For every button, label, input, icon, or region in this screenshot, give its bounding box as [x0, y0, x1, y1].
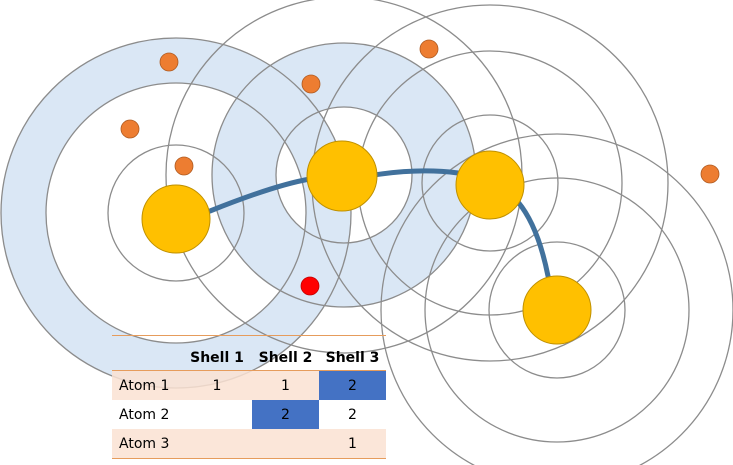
shell-3-atom4: [380, 133, 733, 465]
table-cell-highlighted: 2: [319, 370, 386, 400]
table-cell: 2: [348, 406, 357, 423]
table-row-atom-1: Atom 1 1 1 2: [112, 370, 386, 400]
electron: [174, 156, 194, 176]
shell-1-atom1: [107, 144, 245, 282]
shell-1-atom2: [275, 106, 413, 244]
electron: [700, 164, 720, 184]
table-row-atom-3: Atom 3 1: [112, 429, 386, 459]
nucleus-atom1: [141, 184, 211, 254]
row-label: Atom 2: [119, 406, 170, 423]
bond-atom1-atom2: [207, 176, 313, 214]
column-header-shell-3: Shell 3: [319, 335, 386, 371]
table-cell: 1: [182, 370, 252, 400]
table-cell: 1: [319, 429, 386, 459]
row-label: Atom 3: [112, 429, 182, 459]
table-corner-cell: [112, 335, 182, 371]
table-header-row: Shell 1 Shell 2 Shell 3: [112, 335, 386, 371]
nucleus-atom3: [455, 150, 525, 220]
electron: [159, 52, 179, 72]
table-cell: [252, 429, 319, 459]
row-label: Atom 1: [112, 370, 182, 400]
nucleus-atom2: [306, 140, 378, 212]
column-header-shell-2: Shell 2: [252, 335, 319, 371]
table-row-atom-2: Atom 2 2 2: [112, 400, 386, 429]
shell-2-atom4: [424, 177, 690, 443]
table-cell: [182, 400, 252, 429]
shell-1-atom3: [421, 114, 559, 252]
column-header-shell-1: Shell 1: [182, 335, 252, 371]
electron: [301, 74, 321, 94]
electron-highlighted: [300, 276, 320, 296]
shell-occupancy-table: Shell 1 Shell 2 Shell 3 Atom 1 1 1 2 Ato…: [112, 335, 386, 459]
nucleus-atom4: [522, 275, 592, 345]
shell-fill-band-atom2: [212, 43, 476, 307]
electron: [120, 119, 140, 139]
electron: [419, 39, 439, 59]
table-cell: [182, 429, 252, 459]
bond-atom2-atom3: [371, 168, 461, 178]
bond-atom3-atom4: [515, 199, 551, 279]
shell-1-atom4: [488, 241, 626, 379]
table-cell-highlighted: 2: [252, 400, 319, 429]
table-cell: 1: [252, 370, 319, 400]
